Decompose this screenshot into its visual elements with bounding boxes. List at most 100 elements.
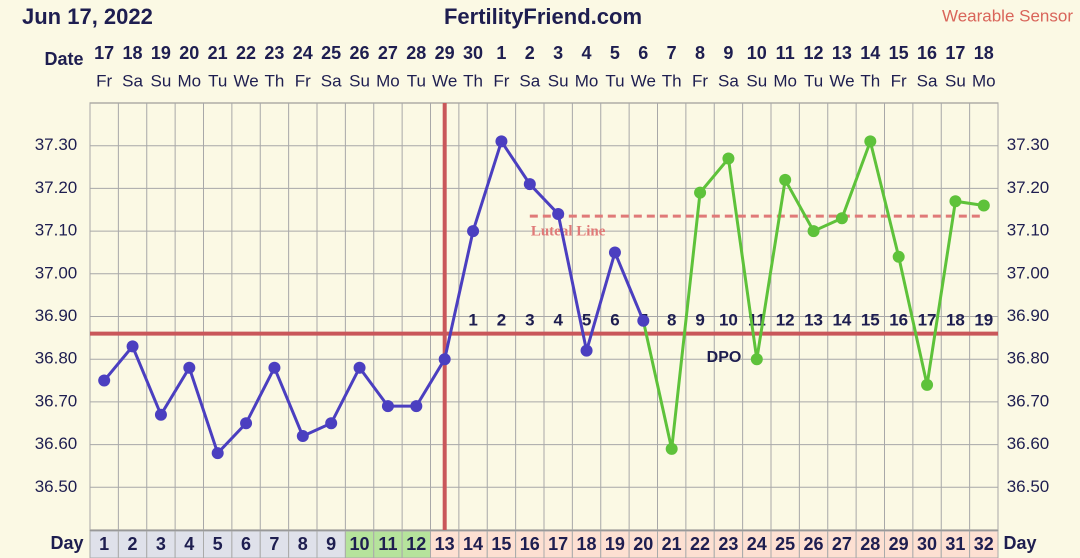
date-label: 18	[123, 43, 143, 63]
date-label: 19	[151, 43, 171, 63]
date-label: 20	[179, 43, 199, 63]
day-cell	[600, 530, 630, 558]
dpo-number: 19	[974, 310, 993, 329]
date-label: 13	[832, 43, 852, 63]
date-label: 23	[264, 43, 284, 63]
day-cell	[742, 530, 772, 558]
weekday-label: Sa	[122, 71, 143, 90]
weekday-label: Sa	[519, 71, 540, 90]
weekday-label: Th	[463, 71, 483, 90]
day-number: 21	[662, 534, 682, 554]
day-number: 12	[406, 534, 426, 554]
temperature-point	[523, 178, 536, 191]
weekday-label: We	[829, 71, 854, 90]
temperature-point	[410, 400, 423, 413]
y-tick-label: 37.30	[1007, 135, 1050, 154]
day-cell	[430, 530, 460, 558]
temperature-point	[325, 417, 338, 430]
day-number: 3	[156, 534, 166, 554]
y-tick-label: 37.10	[35, 221, 78, 240]
weekday-label: Mo	[773, 71, 797, 90]
day-cell	[231, 530, 261, 558]
weekday-label: Tu	[407, 71, 426, 90]
dpo-number: 17	[918, 310, 937, 329]
day-cell	[657, 530, 687, 558]
y-tick-label: 36.70	[1007, 391, 1050, 410]
weekday-label: Sa	[917, 71, 938, 90]
weekday-label: Mo	[178, 71, 202, 90]
weekday-label: Sa	[718, 71, 739, 90]
temperature-point	[835, 212, 848, 225]
weekday-label: Mo	[575, 71, 599, 90]
temperature-point	[183, 361, 196, 374]
day-cell	[827, 530, 857, 558]
date-label: 17	[94, 43, 114, 63]
date-label: 10	[747, 43, 767, 63]
day-number: 23	[718, 534, 738, 554]
day-number: 2	[128, 534, 138, 554]
dpo-number: 14	[832, 310, 851, 329]
temperature-point	[977, 199, 990, 212]
temperature-point	[580, 344, 593, 357]
weekday-label: Mo	[376, 71, 400, 90]
day-number: 27	[832, 534, 852, 554]
y-tick-label: 36.60	[1007, 434, 1050, 453]
date-label: 11	[776, 43, 795, 63]
day-number: 13	[435, 534, 455, 554]
temperature-point	[552, 208, 565, 221]
weekday-label: Fr	[96, 71, 112, 90]
day-cell	[628, 530, 658, 558]
weekday-label: We	[631, 71, 656, 90]
temperature-point	[154, 408, 167, 421]
temperature-point	[98, 374, 111, 387]
day-cell	[458, 530, 488, 558]
dpo-number: 3	[525, 310, 534, 329]
temperature-point	[495, 135, 508, 148]
day-cell	[515, 530, 545, 558]
temperature-point	[608, 246, 621, 259]
temperature-line	[103, 137, 645, 456]
weekday-label: Fr	[692, 71, 708, 90]
y-tick-label: 36.60	[35, 434, 78, 453]
dpo-number: 2	[497, 310, 506, 329]
date-label: 1	[496, 43, 506, 63]
dpo-label: DPO	[707, 349, 742, 366]
date-label: 14	[860, 43, 880, 63]
dpo-number: 4	[553, 310, 563, 329]
day-number: 26	[804, 534, 824, 554]
dpo-number: 10	[719, 310, 738, 329]
day-number: 18	[577, 534, 597, 554]
date-label: 21	[208, 43, 228, 63]
weekday-label: Tu	[208, 71, 227, 90]
day-cell	[316, 530, 346, 558]
day-label: Day	[1003, 533, 1036, 553]
weekday-label: Th	[265, 71, 285, 90]
day-number: 19	[605, 534, 625, 554]
date-label: 24	[293, 43, 313, 63]
y-tick-label: 36.90	[35, 306, 78, 325]
day-label: Day	[50, 533, 83, 553]
day-number: 30	[917, 534, 937, 554]
dpo-number: 5	[582, 310, 591, 329]
day-number: 5	[213, 534, 223, 554]
day-cell	[798, 530, 829, 558]
mode-label: Wearable Sensor	[942, 6, 1073, 25]
temperature-point	[921, 378, 934, 391]
day-number: 28	[860, 534, 880, 554]
y-tick-label: 36.90	[1007, 306, 1050, 325]
temperature-point	[864, 135, 877, 148]
day-cell	[543, 530, 573, 558]
day-number: 17	[548, 534, 568, 554]
date-label: 8	[695, 43, 705, 63]
day-cell	[571, 530, 602, 558]
y-tick-label: 36.80	[35, 349, 78, 368]
temperature-point	[722, 152, 735, 165]
dpo-number: 8	[667, 310, 676, 329]
day-number: 4	[184, 534, 194, 554]
date-label: 27	[378, 43, 398, 63]
day-number: 8	[298, 534, 308, 554]
y-tick-label: 36.50	[1007, 477, 1050, 496]
temperature-point	[750, 353, 763, 366]
weekday-label: Fr	[891, 71, 907, 90]
